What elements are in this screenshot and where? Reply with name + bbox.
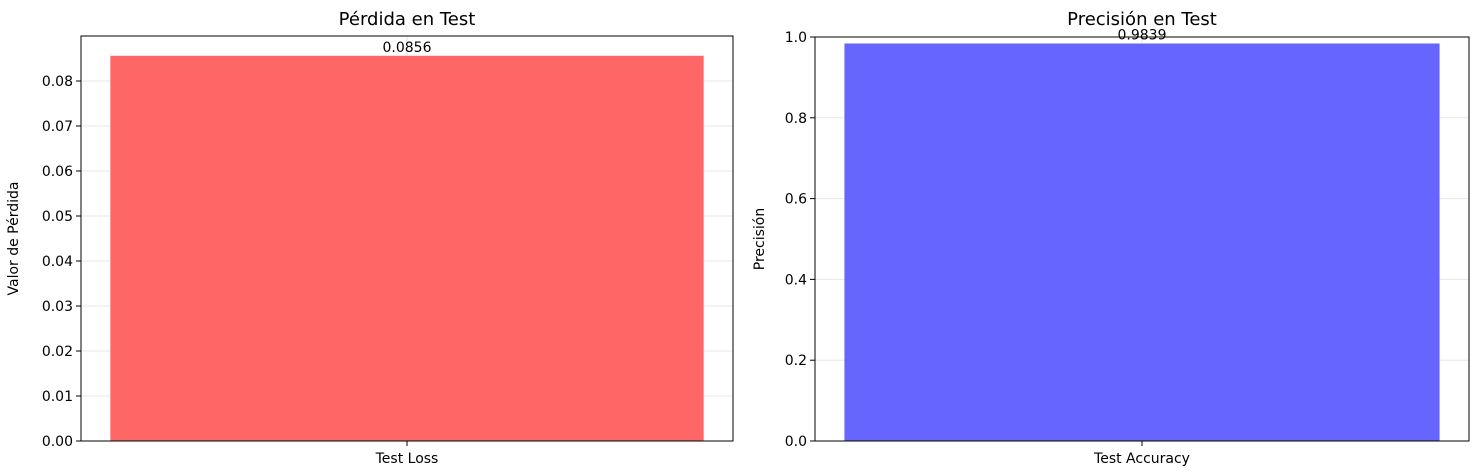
- accuracy-chart-y-axis-label: Precisión: [752, 208, 768, 270]
- accuracy-chart-y-tick-label: 0.2: [785, 353, 807, 369]
- loss-chart-y-tick-label: 0.07: [42, 119, 73, 135]
- accuracy-chart-y-tick-label: 0.8: [785, 111, 807, 127]
- accuracy-chart-y-tick-label: 1.0: [785, 30, 807, 46]
- loss-chart-x-tick-label: Test Loss: [375, 451, 439, 467]
- accuracy-chart-data-labels: 0.9839: [1118, 28, 1167, 44]
- accuracy-chart-x-ticks: Test Accuracy: [1093, 441, 1190, 467]
- loss-chart-y-tick-label: 0.03: [42, 299, 73, 315]
- loss-chart-y-ticks: 0.00 0.01 0.02 0.03 0.04 0.05 0.06 0.07 0.08: [42, 74, 81, 450]
- loss-chart-data-labels: 0.0856: [383, 40, 432, 56]
- loss-chart-bar-value-label: 0.0856: [383, 40, 432, 56]
- loss-chart-bars: [110, 55, 704, 442]
- loss-chart-y-tick-label: 0.05: [42, 209, 73, 225]
- loss-chart-y-tick-label: 0.00: [42, 434, 73, 450]
- loss-chart-y-tick-label: 0.01: [42, 389, 73, 405]
- loss-chart-y-tick-label: 0.08: [42, 74, 73, 90]
- accuracy-chart-bar: [844, 43, 1440, 442]
- loss-chart-y-tick-label: 0.02: [42, 344, 73, 360]
- accuracy-chart-y-tick-label: 0.0: [785, 434, 807, 450]
- accuracy-chart-y-tick-label: 0.4: [785, 272, 807, 288]
- loss-chart-y-tick-label: 0.04: [42, 254, 73, 270]
- accuracy-chart-y-ticks: 0.0 0.2 0.4 0.6 0.8 1.0: [785, 30, 815, 450]
- loss-chart-x-ticks: Test Loss: [375, 441, 439, 467]
- accuracy-chart-bars: [844, 43, 1440, 442]
- accuracy-chart-x-tick-label: Test Accuracy: [1093, 451, 1190, 467]
- accuracy-chart-title: Precisión en Test: [1067, 9, 1217, 30]
- loss-chart-bar: [110, 55, 704, 442]
- loss-chart: Pérdida en Test 0.0856 0.000.010.020.030…: [6, 9, 734, 467]
- loss-chart-title: Pérdida en Test: [339, 9, 476, 30]
- loss-chart-y-tick-label: 0.06: [42, 164, 73, 180]
- accuracy-chart-y-tick-label: 0.6: [785, 192, 807, 208]
- loss-chart-y-axis-label: Valor de Pérdida: [6, 182, 22, 296]
- accuracy-chart: Precisión en Test 0.9839 0.0 0.2 0.4 0.6 0.8…: [752, 9, 1470, 467]
- accuracy-chart-bar-value-label: 0.9839: [1118, 28, 1167, 44]
